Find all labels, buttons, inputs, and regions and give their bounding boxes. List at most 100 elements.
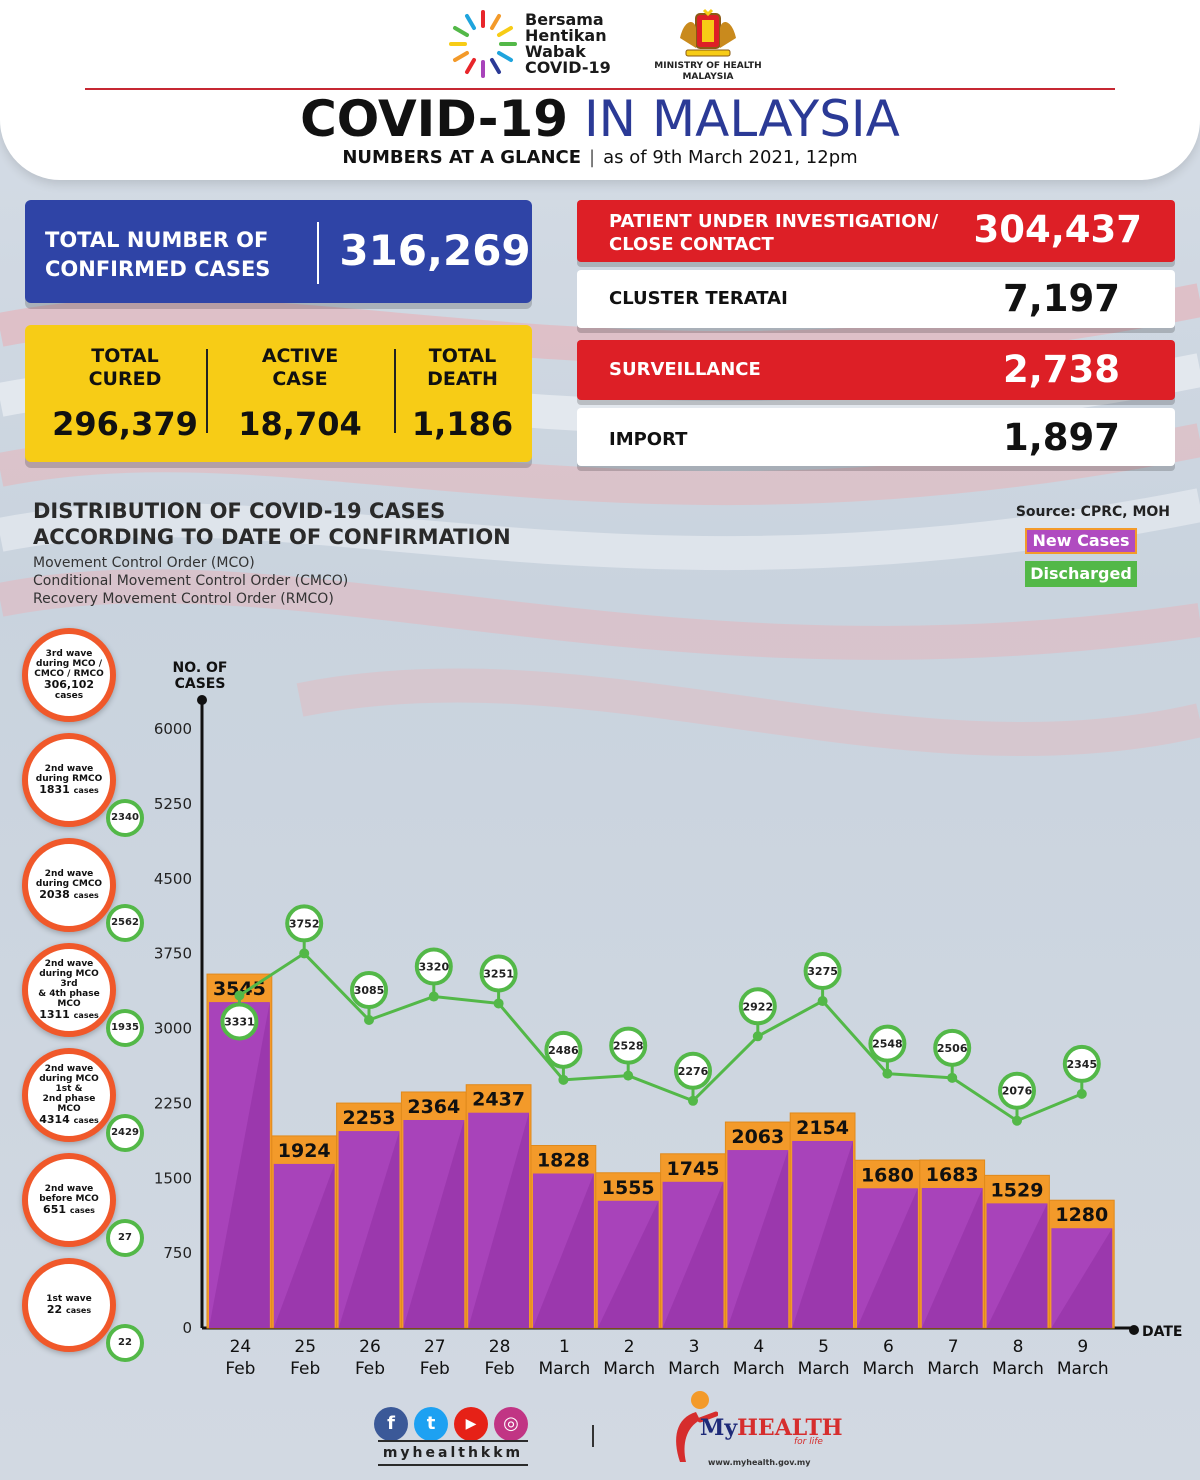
wave-line: during MCO / — [36, 659, 102, 669]
discharged-value-label: 2922 — [742, 1000, 773, 1013]
x-tick-month: Feb — [225, 1359, 255, 1379]
pui-value: 304,437 — [973, 208, 1142, 251]
wave-text: 2nd wave during MCO 3rd & 4th phase MCO 131… — [30, 949, 108, 1031]
discharged-value-label: 3331 — [224, 1015, 255, 1028]
wave-discharged-bubble: 2562 — [106, 904, 144, 942]
discharged-bubble — [350, 971, 388, 1010]
page-title: COVID-19 IN MALAYSIA — [0, 92, 1200, 146]
y-axis-label: CASES — [175, 676, 226, 692]
legend-discharged: Discharged — [1025, 561, 1137, 587]
bar-value-label: 1680 — [861, 1164, 914, 1186]
discharged-value-label: 2506 — [937, 1042, 968, 1055]
chart-title-line: ACCORDING TO DATE OF CONFIRMATION — [33, 525, 511, 549]
x-tick-month: March — [798, 1359, 850, 1379]
bar-shade — [1051, 1228, 1113, 1328]
x-tick-day: 5 — [818, 1337, 829, 1357]
discharged-bubble — [609, 1026, 648, 1065]
total-cured: TOTAL CURED 296,379 — [35, 345, 215, 443]
bar-shade — [921, 1187, 983, 1328]
title-bold: COVID-19 — [300, 90, 569, 148]
y-tick-label: 0 — [182, 1319, 192, 1337]
label-line: CLOSE CONTACT — [609, 234, 774, 255]
surveillance-value: 2,738 — [1002, 348, 1120, 391]
wave-circle: 2nd wave during RMCO 1831 cases 2340 — [22, 733, 144, 837]
chart-notes: Movement Control Order (MCO) Conditional… — [33, 554, 348, 608]
chart-note: Conditional Movement Control Order (CMCO… — [33, 573, 349, 589]
total-confirmed-label: TOTAL NUMBER OF CONFIRMED CASES — [45, 226, 295, 284]
x-tick-month: March — [992, 1359, 1044, 1379]
x-axis-label: DATE — [1142, 1324, 1182, 1340]
ministry-line: MALAYSIA — [682, 72, 734, 82]
x-tick-month: Feb — [485, 1359, 515, 1379]
active-case-value: 18,704 — [238, 405, 362, 443]
bar-shade — [792, 1140, 853, 1328]
twitter-icon[interactable]: t — [414, 1407, 448, 1441]
surveillance-label: SURVEILLANCE — [609, 359, 761, 380]
facebook-icon[interactable]: f — [374, 1407, 408, 1441]
wave-text: 2nd wave during RMCO 1831 cases — [30, 739, 108, 821]
source-label: Source: CPRC, MOH — [1015, 504, 1170, 520]
wave-circle: 2nd wave before MCO 651 cases 27 — [22, 1153, 144, 1257]
x-tick-day: 27 — [424, 1337, 446, 1357]
myhealth-url: www.myhealth.gov.my — [708, 1458, 811, 1467]
x-tick-month: March — [1057, 1359, 1109, 1379]
x-tick-month: March — [538, 1359, 590, 1379]
x-tick-day: 6 — [883, 1337, 894, 1357]
wave-count: 4314 cases — [39, 1112, 99, 1126]
discharged-value-label: 2345 — [1066, 1058, 1097, 1071]
discharged-bubble — [803, 952, 842, 991]
x-tick-day: 2 — [624, 1337, 635, 1357]
label-line: CASE — [272, 368, 328, 390]
pui-label: PATIENT UNDER INVESTIGATION/ CLOSE CONTA… — [609, 210, 938, 256]
ministry-line: MINISTRY OF HEALTH — [654, 61, 762, 71]
wave-line: before MCO — [39, 1193, 99, 1204]
box-divider — [317, 222, 319, 284]
wave-text: 3rd wave during MCO / CMCO / RMCO 306,102 c… — [30, 634, 108, 716]
x-tick-month: March — [862, 1359, 914, 1379]
wave-line: 3rd wave — [45, 649, 93, 659]
import-box: IMPORT 1,897 — [577, 408, 1175, 466]
chart-note: Recovery Movement Control Order (RMCO) — [33, 591, 334, 607]
label-line: CONFIRMED CASES — [45, 257, 271, 281]
discharged-bubble — [998, 1071, 1036, 1110]
wave-text: 2nd wave during MCO 1st & 2nd phase MCO 431… — [30, 1054, 108, 1136]
surveillance-box: SURVEILLANCE 2,738 — [577, 340, 1175, 400]
moh-crest-logo — [680, 8, 736, 57]
y-tick-label: 4500 — [154, 870, 192, 888]
wave-unit: cases — [73, 890, 99, 900]
label-line: CURED — [88, 368, 162, 390]
x-axis-end-dot — [1129, 1325, 1139, 1335]
wave-circle: 2nd wave during CMCO 2038 cases 2562 — [22, 838, 144, 942]
discharged-value-label: 3085 — [354, 984, 385, 997]
campaign-line: Wabak — [525, 42, 586, 61]
cured-active-death-box: TOTAL CURED 296,379 ACTIVE CASE 18,704 T… — [25, 325, 532, 462]
campaign-line: Hentikan — [525, 26, 607, 45]
label-line: TOTAL — [428, 345, 497, 367]
label-line: PATIENT UNDER INVESTIGATION/ — [609, 211, 939, 232]
instagram-icon[interactable]: ◎ — [494, 1407, 528, 1441]
total-confirmed-value: 316,269 — [339, 226, 531, 275]
wave-count: 651 cases — [43, 1202, 95, 1216]
active-case-label: ACTIVE CASE — [215, 345, 385, 391]
x-tick-day: 4 — [753, 1337, 764, 1357]
bar-shade — [986, 1203, 1048, 1328]
x-tick-month: March — [733, 1359, 785, 1379]
bar-value-label: 3545 — [213, 978, 266, 1000]
x-tick-day: 24 — [230, 1337, 252, 1357]
y-tick-label: 3750 — [154, 945, 192, 963]
wave-line: 2nd wave — [44, 958, 94, 969]
subtitle-bold: NUMBERS AT A GLANCE — [342, 147, 582, 168]
wave-count: 306,102 — [43, 678, 95, 691]
y-tick-label: 750 — [163, 1244, 192, 1262]
bar-shade — [662, 1181, 724, 1328]
wave-line: 1st wave — [46, 1293, 92, 1304]
x-tick-month: Feb — [355, 1359, 385, 1379]
discharged-value-label: 3275 — [807, 965, 838, 978]
active-case: ACTIVE CASE 18,704 — [215, 345, 385, 443]
discharged-value-label: 2486 — [548, 1044, 579, 1057]
wave-count: 2038 cases — [39, 887, 99, 901]
youtube-icon[interactable]: ▶ — [454, 1407, 488, 1441]
discharged-bubble — [868, 1024, 907, 1063]
wave-line: 2nd wave — [44, 1063, 94, 1074]
total-death-label: TOTAL DEATH — [400, 345, 525, 391]
